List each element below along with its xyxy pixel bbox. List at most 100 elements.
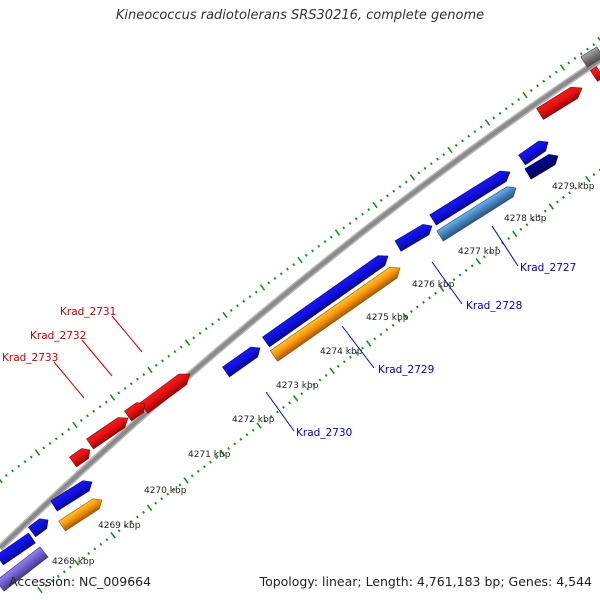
outer-tick [34, 449, 41, 456]
inner-tick [434, 291, 438, 295]
red-gene-1[interactable] [536, 86, 583, 120]
blue-gene-1[interactable] [518, 140, 549, 166]
outer-tick [273, 276, 277, 280]
purple-gene-1[interactable] [0, 546, 49, 592]
outer-tick [117, 391, 121, 395]
inner-tick [422, 300, 425, 304]
gene-label[interactable]: Krad_2732 [30, 330, 86, 342]
leader-line [81, 339, 113, 377]
inner-tick [227, 446, 231, 450]
outer-tick [259, 284, 266, 291]
outer-tick [542, 79, 546, 83]
outer-tick [348, 221, 352, 225]
inner-tick [385, 328, 389, 332]
inner-tick [531, 218, 535, 222]
inner-tick [324, 373, 328, 377]
inner-tick [452, 278, 456, 282]
inner-tick [239, 437, 243, 441]
red-gene-6[interactable] [69, 448, 91, 468]
red-gene-3[interactable] [139, 373, 191, 414]
blue-gene-3[interactable] [394, 224, 433, 252]
gene-label[interactable]: Krad_2729 [378, 364, 434, 376]
inner-tick [87, 551, 91, 555]
outer-tick [392, 189, 396, 193]
blue-gene-7[interactable] [27, 518, 49, 538]
outer-tick [554, 70, 558, 74]
inner-tick [129, 520, 133, 524]
inner-tick [245, 433, 249, 437]
outer-tick [254, 290, 258, 294]
inner-tick [355, 351, 358, 355]
outer-tick [379, 198, 383, 202]
red-gene-2[interactable] [589, 66, 600, 82]
outer-tick [236, 304, 239, 308]
leader-line [341, 325, 375, 369]
outer-tick [86, 414, 89, 418]
inner-tick [178, 483, 182, 487]
outer-tick [267, 281, 271, 285]
outer-tick [517, 98, 521, 102]
gene-label[interactable]: Krad_2728 [466, 300, 522, 312]
inner-tick-track [37, 168, 600, 594]
outer-tick [11, 469, 14, 473]
red-gene-5[interactable] [86, 417, 129, 450]
outer-tick [536, 84, 539, 88]
gene-label[interactable]: Krad_2727 [520, 262, 576, 274]
red-gene-4[interactable] [124, 402, 146, 422]
inner-tick [99, 542, 103, 546]
outer-tick [4, 473, 8, 477]
inner-tick [202, 465, 206, 469]
blue-gene-4[interactable] [262, 255, 389, 348]
outer-tick [79, 418, 83, 422]
inner-tick [256, 422, 262, 429]
outer-tick [297, 256, 303, 264]
outer-tick [29, 455, 33, 459]
inner-tick [312, 383, 316, 387]
outer-tick [161, 359, 164, 363]
outer-tick [409, 174, 416, 181]
blue-gene-5[interactable] [222, 346, 261, 378]
blue-gene-6[interactable] [50, 480, 93, 512]
orange-gene-1[interactable] [269, 266, 401, 362]
inner-tick [574, 186, 578, 190]
inner-tick [568, 191, 572, 195]
blue-gene-8[interactable] [0, 532, 36, 566]
outer-tick [423, 166, 427, 170]
gray-gene-1[interactable] [580, 46, 600, 68]
steelblue-gene-1[interactable] [436, 186, 517, 242]
inner-tick [263, 419, 267, 423]
inner-tick [402, 312, 408, 320]
outer-tick [92, 409, 96, 413]
gene-label[interactable]: Krad_2731 [60, 306, 116, 318]
outer-tick [323, 240, 327, 244]
backbone-line [0, 58, 600, 550]
orange-gene-2[interactable] [58, 498, 103, 532]
outer-tick [404, 180, 408, 184]
outer-tick [447, 146, 453, 154]
inner-tick [37, 586, 43, 594]
inner-tick [105, 538, 109, 542]
outer-tick [361, 212, 364, 216]
inner-tick [585, 175, 591, 183]
outer-tick [104, 400, 108, 404]
outer-tick [467, 134, 471, 138]
outer-tick [372, 201, 378, 209]
inner-tick [373, 337, 377, 341]
navy-gene-1[interactable] [524, 154, 559, 180]
inner-tick [458, 273, 462, 277]
inner-tick [548, 203, 555, 210]
gene-label[interactable]: Krad_2733 [2, 352, 58, 364]
inner-tick [306, 387, 310, 391]
inner-tick [146, 504, 153, 512]
inner-tick [428, 296, 432, 300]
outer-tick [0, 478, 3, 484]
inner-tick [50, 579, 54, 583]
outer-tick-track [0, 36, 600, 484]
scale-label: 4279 kbp [552, 182, 595, 192]
inner-tick [215, 456, 218, 460]
outer-tick [98, 405, 102, 409]
gene-label[interactable]: Krad_2730 [296, 427, 352, 439]
inner-tick [282, 405, 285, 409]
blue-gene-2[interactable] [429, 170, 511, 226]
